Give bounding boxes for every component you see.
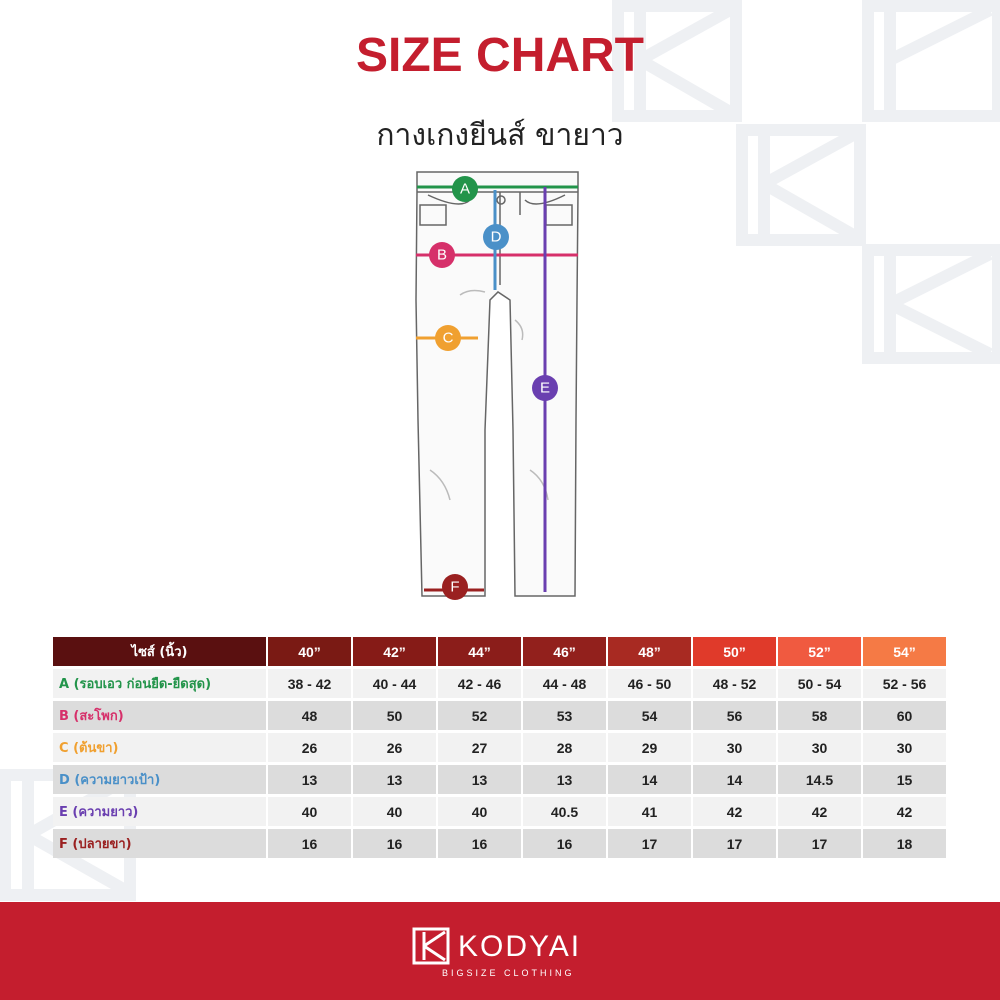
cell: 16	[353, 829, 436, 858]
cell: 40	[438, 797, 521, 826]
header-cell: 50”	[693, 637, 776, 666]
cell: 18	[863, 829, 946, 858]
header-cell: 52”	[778, 637, 861, 666]
label-e: E	[540, 380, 550, 397]
row-label: E (ความยาว)	[53, 797, 266, 826]
row-label: B (สะโพก)	[53, 701, 266, 730]
table-row: C (ต้นขา) 26 26 27 28 29 30 30 30	[53, 733, 946, 762]
title: SIZE CHART	[356, 29, 644, 82]
header-cell: 44”	[438, 637, 521, 666]
cell: 48	[268, 701, 351, 730]
cell: 40.5	[523, 797, 606, 826]
cell: 30	[863, 733, 946, 762]
cell: 46 - 50	[608, 669, 691, 698]
cell: 42	[863, 797, 946, 826]
cell: 29	[608, 733, 691, 762]
cell: 54	[608, 701, 691, 730]
cell: 17	[608, 829, 691, 858]
cell: 42	[778, 797, 861, 826]
cell: 56	[693, 701, 776, 730]
cell: 15	[863, 765, 946, 794]
cell: 16	[268, 829, 351, 858]
cell: 60	[863, 701, 946, 730]
header-cell: 46”	[523, 637, 606, 666]
cell: 26	[268, 733, 351, 762]
cell: 41	[608, 797, 691, 826]
brand: KODYAI	[458, 930, 582, 963]
cell: 27	[438, 733, 521, 762]
header-row: ไซส์ (นิ้ว) 40” 42” 44” 46” 48” 50” 52” 54”	[53, 637, 946, 666]
cell: 30	[693, 733, 776, 762]
cell: 13	[438, 765, 521, 794]
cell: 52 - 56	[863, 669, 946, 698]
cell: 17	[778, 829, 861, 858]
cell: 14	[608, 765, 691, 794]
cell: 40	[353, 797, 436, 826]
row-label: D (ความยาวเป้า)	[53, 765, 266, 794]
cell: 13	[353, 765, 436, 794]
header-cell: ไซส์ (นิ้ว)	[53, 637, 266, 666]
row-label: F (ปลายขา)	[53, 829, 266, 858]
row-label: A (รอบเอว ก่อนยืด-ยืดสุด)	[53, 669, 266, 698]
subtitle: กางเกงยีนส์ ขายาว	[376, 118, 624, 153]
label-d: D	[491, 229, 502, 246]
table-row: E (ความยาว) 40 40 40 40.5 41 42 42 42	[53, 797, 946, 826]
cell: 16	[438, 829, 521, 858]
row-label: C (ต้นขา)	[53, 733, 266, 762]
header-cell: 42”	[353, 637, 436, 666]
cell: 40 - 44	[353, 669, 436, 698]
cell: 13	[523, 765, 606, 794]
cell: 53	[523, 701, 606, 730]
cell: 52	[438, 701, 521, 730]
table-row: B (สะโพก) 48 50 52 53 54 56 58 60	[53, 701, 946, 730]
size-table: ไซส์ (นิ้ว) 40” 42” 44” 46” 48” 50” 52” 54” A (รอ…	[51, 634, 948, 861]
cell: 42	[693, 797, 776, 826]
table-row: D (ความยาวเป้า) 13 13 13 13 14 14 14.5 15	[53, 765, 946, 794]
label-f: F	[450, 579, 459, 596]
header-cell: 54”	[863, 637, 946, 666]
cell: 58	[778, 701, 861, 730]
cell: 28	[523, 733, 606, 762]
cell: 14.5	[778, 765, 861, 794]
cell: 30	[778, 733, 861, 762]
table-row: A (รอบเอว ก่อนยืด-ยืดสุด) 38 - 42 40 - 44 4…	[53, 669, 946, 698]
cell: 48 - 52	[693, 669, 776, 698]
header-cell: 40”	[268, 637, 351, 666]
cell: 40	[268, 797, 351, 826]
label-a: A	[460, 181, 470, 198]
tagline: BIGSIZE CLOTHING	[442, 968, 575, 978]
label-c: C	[443, 330, 454, 347]
label-b: B	[437, 247, 447, 264]
logo-icon	[412, 927, 450, 965]
cell: 26	[353, 733, 436, 762]
cell: 17	[693, 829, 776, 858]
header-cell: 48”	[608, 637, 691, 666]
cell: 38 - 42	[268, 669, 351, 698]
jeans-diagram: A B C D E F	[415, 171, 579, 600]
footer: KODYAI BIGSIZE CLOTHING	[0, 902, 1000, 1000]
cell: 13	[268, 765, 351, 794]
cell: 42 - 46	[438, 669, 521, 698]
cell: 50 - 54	[778, 669, 861, 698]
cell: 16	[523, 829, 606, 858]
cell: 44 - 48	[523, 669, 606, 698]
cell: 14	[693, 765, 776, 794]
cell: 50	[353, 701, 436, 730]
table-row: F (ปลายขา) 16 16 16 16 17 17 17 18	[53, 829, 946, 858]
